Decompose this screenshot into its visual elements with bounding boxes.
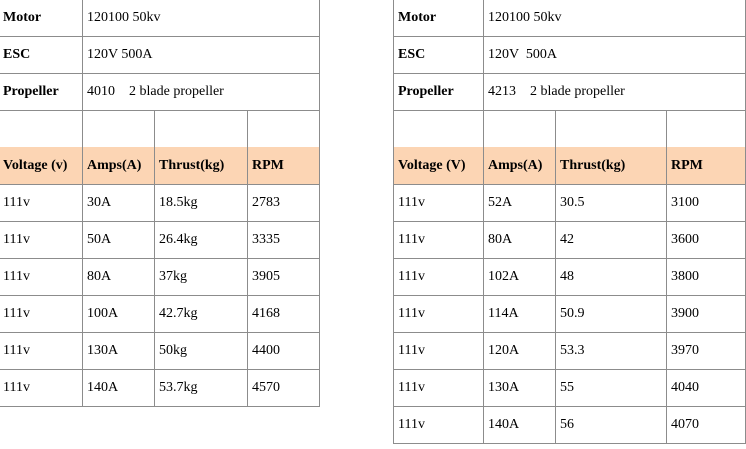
data-cell: 3970 bbox=[667, 332, 746, 370]
data-cell: 37kg bbox=[155, 258, 248, 296]
data-cell: 111v bbox=[393, 184, 484, 222]
header-cell: Voltage (V) bbox=[393, 147, 484, 185]
data-cell: 4070 bbox=[667, 406, 746, 444]
data-cell: 18.5kg bbox=[155, 184, 248, 222]
data-cell: 2783 bbox=[248, 184, 320, 222]
data-cell: 102A bbox=[484, 258, 556, 296]
info-label: Motor bbox=[393, 0, 484, 37]
info-value: 120100 50kv bbox=[484, 0, 746, 37]
data-cell: 50kg bbox=[155, 332, 248, 370]
data-cell: 56 bbox=[556, 406, 667, 444]
data-cell: 3900 bbox=[667, 295, 746, 333]
empty-cell bbox=[83, 110, 155, 148]
data-cell: 111v bbox=[0, 221, 83, 259]
empty-cell bbox=[667, 110, 746, 148]
data-cell: 114A bbox=[484, 295, 556, 333]
info-label: Motor bbox=[0, 0, 83, 37]
header-cell: Thrust(kg) bbox=[155, 147, 248, 185]
data-cell: 42 bbox=[556, 221, 667, 259]
data-cell: 100A bbox=[83, 295, 155, 333]
data-cell: 50.9 bbox=[556, 295, 667, 333]
data-cell: 120A bbox=[484, 332, 556, 370]
data-cell: 130A bbox=[83, 332, 155, 370]
empty-cell bbox=[155, 110, 248, 148]
header-cell: Thrust(kg) bbox=[556, 147, 667, 185]
info-label: ESC bbox=[0, 36, 83, 74]
data-cell: 111v bbox=[393, 258, 484, 296]
data-cell: 53.3 bbox=[556, 332, 667, 370]
data-cell: 80A bbox=[484, 221, 556, 259]
data-cell: 50A bbox=[83, 221, 155, 259]
data-cell: 52A bbox=[484, 184, 556, 222]
data-cell: 111v bbox=[0, 332, 83, 370]
info-value: 120V 500A bbox=[83, 36, 320, 74]
data-cell: 111v bbox=[0, 258, 83, 296]
header-cell: Amps(A) bbox=[484, 147, 556, 185]
info-label: Propeller bbox=[393, 73, 484, 111]
data-cell: 111v bbox=[393, 406, 484, 444]
info-value: 4010 2 blade propeller bbox=[83, 73, 320, 111]
empty-cell bbox=[393, 110, 484, 148]
info-value: 4213 2 blade propeller bbox=[484, 73, 746, 111]
data-cell: 80A bbox=[83, 258, 155, 296]
data-cell: 111v bbox=[0, 184, 83, 222]
data-cell: 111v bbox=[393, 221, 484, 259]
header-cell: Voltage (v) bbox=[0, 147, 83, 185]
data-cell: 111v bbox=[393, 295, 484, 333]
data-cell: 111v bbox=[0, 295, 83, 333]
data-cell: 140A bbox=[83, 369, 155, 407]
data-cell: 26.4kg bbox=[155, 221, 248, 259]
data-cell: 3335 bbox=[248, 221, 320, 259]
empty-cell bbox=[556, 110, 667, 148]
data-cell: 140A bbox=[484, 406, 556, 444]
data-cell: 4400 bbox=[248, 332, 320, 370]
info-label: ESC bbox=[393, 36, 484, 74]
data-cell: 3800 bbox=[667, 258, 746, 296]
data-cell: 111v bbox=[0, 369, 83, 407]
data-cell: 4040 bbox=[667, 369, 746, 407]
data-cell: 111v bbox=[393, 332, 484, 370]
info-label: Propeller bbox=[0, 73, 83, 111]
info-value: 120100 50kv bbox=[83, 0, 320, 37]
header-cell: RPM bbox=[667, 147, 746, 185]
data-cell: 3600 bbox=[667, 221, 746, 259]
data-cell: 111v bbox=[393, 369, 484, 407]
data-cell: 30A bbox=[83, 184, 155, 222]
data-cell: 55 bbox=[556, 369, 667, 407]
data-cell: 4168 bbox=[248, 295, 320, 333]
data-cell: 30.5 bbox=[556, 184, 667, 222]
empty-cell bbox=[0, 110, 83, 148]
data-cell: 4570 bbox=[248, 369, 320, 407]
data-cell: 48 bbox=[556, 258, 667, 296]
header-cell: RPM bbox=[248, 147, 320, 185]
data-cell: 3100 bbox=[667, 184, 746, 222]
data-cell: 53.7kg bbox=[155, 369, 248, 407]
info-value: 120V 500A bbox=[484, 36, 746, 74]
empty-cell bbox=[484, 110, 556, 148]
data-cell: 3905 bbox=[248, 258, 320, 296]
data-cell: 130A bbox=[484, 369, 556, 407]
data-cell: 42.7kg bbox=[155, 295, 248, 333]
empty-cell bbox=[248, 110, 320, 148]
header-cell: Amps(A) bbox=[83, 147, 155, 185]
